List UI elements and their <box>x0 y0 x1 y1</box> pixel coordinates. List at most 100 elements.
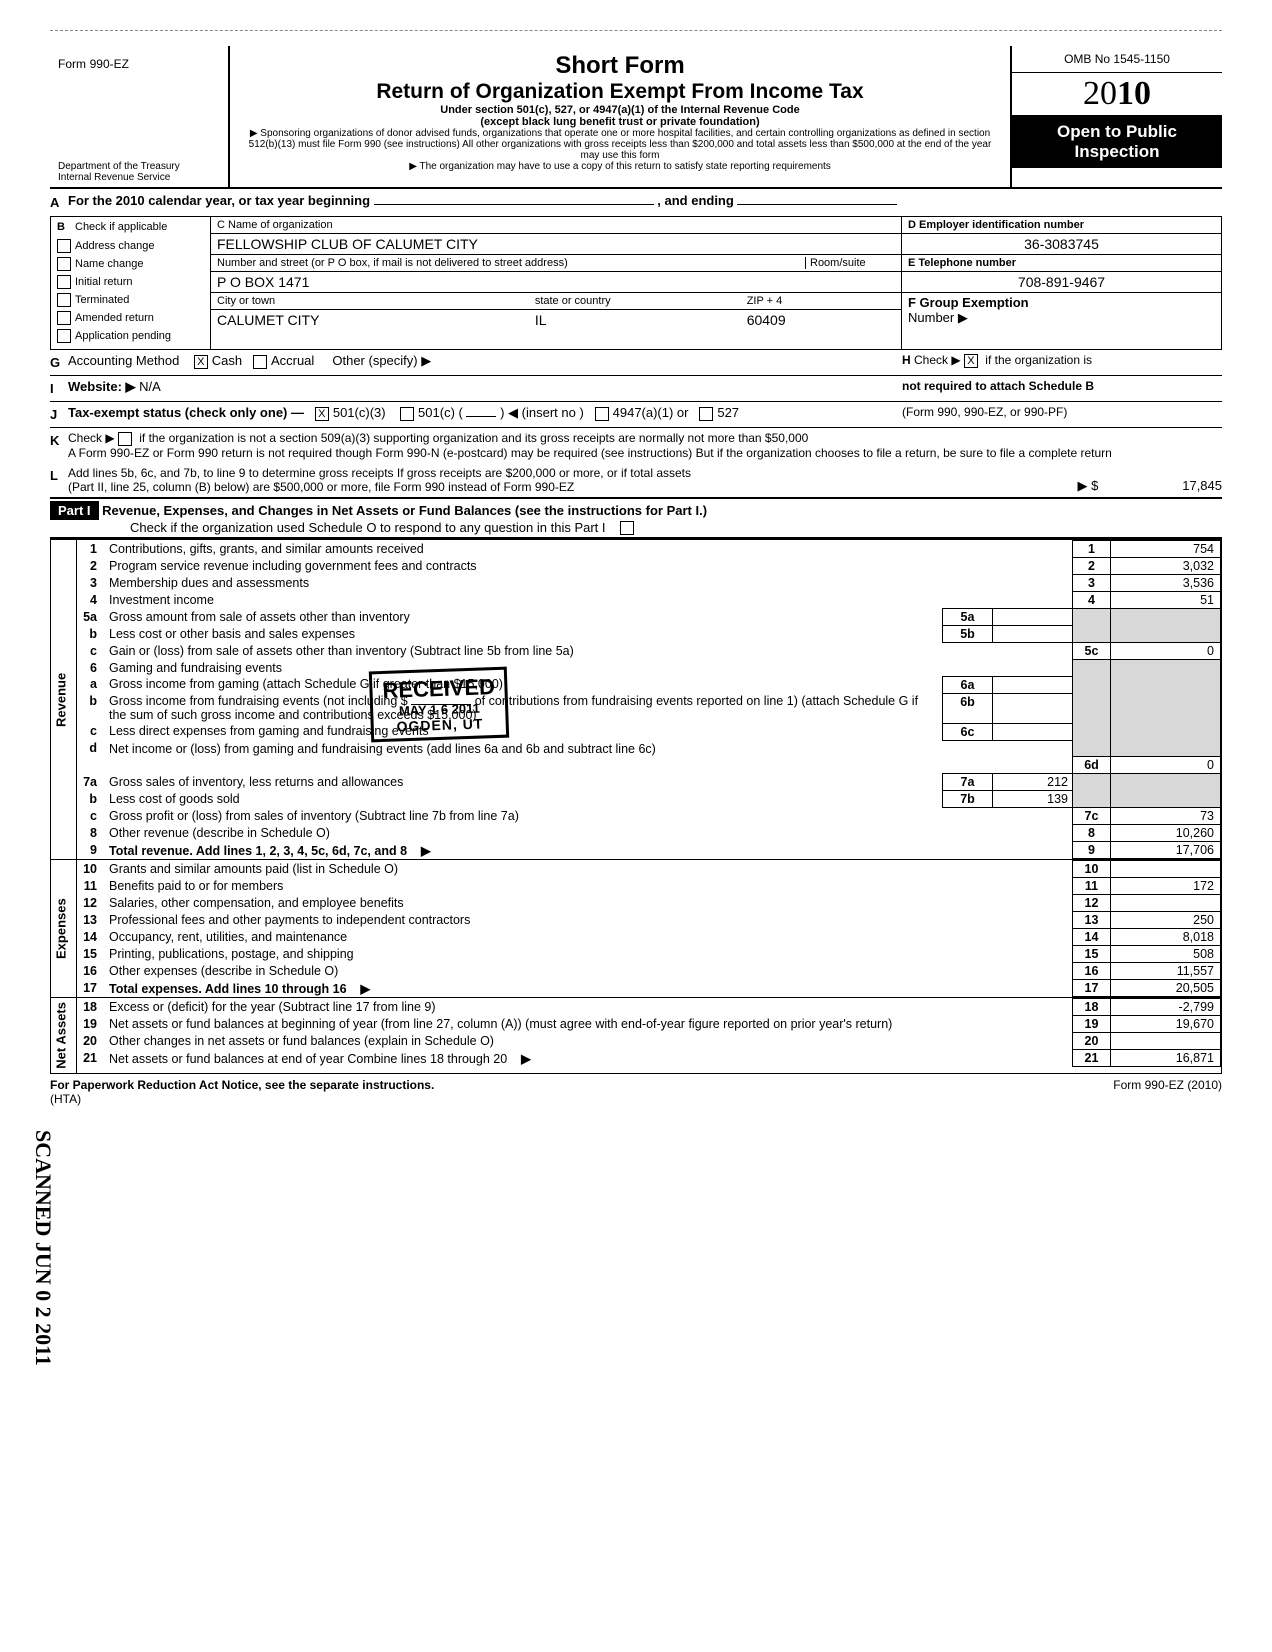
c-name-label: C Name of organization <box>211 217 901 234</box>
line-5a: Gross amount from sale of assets other t… <box>105 609 943 626</box>
cb-501c[interactable] <box>400 407 414 421</box>
501c-insert[interactable] <box>466 416 496 417</box>
line-10-amt <box>1111 861 1221 878</box>
h-text-2: if the organization is <box>985 353 1092 367</box>
cb-terminated[interactable] <box>57 293 71 307</box>
line-6b-t2: of contributions <box>475 694 560 708</box>
cb-address-change[interactable] <box>57 239 71 253</box>
g-label: Accounting Method <box>68 353 179 368</box>
line-11: Benefits paid to or for members <box>105 878 1073 895</box>
line-6d-num: 6d <box>1073 757 1111 774</box>
line-16: Other expenses (describe in Schedule O) <box>105 963 1073 980</box>
shade-7 <box>1073 774 1111 808</box>
cb-accrual[interactable] <box>253 355 267 369</box>
dept-line-1: Department of the Treasury <box>58 161 220 172</box>
lbl-initial-return: Initial return <box>75 276 132 288</box>
line-1: Contributions, gifts, grants, and simila… <box>105 541 1073 558</box>
form-number: 990-EZ <box>90 57 129 71</box>
line-3-num: 3 <box>1073 575 1111 592</box>
line-7c: Gross profit or (loss) from sales of inv… <box>105 808 1073 825</box>
year-end-field[interactable] <box>737 204 897 205</box>
financial-table-wrapper: RECEIVED MAY 1 6 2011 OGDEN, UT Revenue … <box>50 539 1222 1074</box>
footer-hta: (HTA) <box>50 1092 81 1106</box>
line-17-text: Total expenses. Add lines 10 through 16 <box>109 982 347 996</box>
line-5c-amt: 0 <box>1111 643 1221 660</box>
e-label-text: E Telephone number <box>908 257 1016 269</box>
h-check-label: Check ▶ <box>914 353 961 367</box>
row-g-h: G Accounting Method XCash Accrual Other … <box>50 350 1222 376</box>
line-15: Printing, publications, postage, and shi… <box>105 946 1073 963</box>
part1-label: Part I <box>50 501 99 520</box>
cb-pending[interactable] <box>57 329 71 343</box>
l-text: Add lines 5b, 6c, and 7b, to line 9 to d… <box>68 466 1022 494</box>
line-6b-midamt <box>993 693 1073 723</box>
line-6d: Net income or (loss) from gaming and fun… <box>105 740 1073 757</box>
line-5a-mid: 5a <box>943 609 993 626</box>
cb-cash[interactable]: X <box>194 355 208 369</box>
line-14-amt: 8,018 <box>1111 929 1221 946</box>
line-6d-amt: 0 <box>1111 757 1221 774</box>
line-13-amt: 250 <box>1111 912 1221 929</box>
header-note-2-text: The organization may have to use a copy … <box>419 161 830 172</box>
cb-k[interactable] <box>118 432 132 446</box>
header-mid: Short Form Return of Organization Exempt… <box>230 46 1012 187</box>
f-label-2: Number ▶ <box>908 310 968 325</box>
part1-header: Part I Revenue, Expenses, and Changes in… <box>50 499 1222 540</box>
j-label: Tax-exempt status (check only one) — <box>68 405 304 420</box>
line-6c-mid: 6c <box>943 723 993 740</box>
lbl-4947: 4947(a)(1) or <box>613 405 689 420</box>
line-15-amt: 508 <box>1111 946 1221 963</box>
website-value: N/A <box>139 379 161 394</box>
cb-name-change[interactable] <box>57 257 71 271</box>
room-label: Room/suite <box>805 257 895 269</box>
line-7a: Gross sales of inventory, less returns a… <box>105 774 943 791</box>
section-c-mid: C Name of organization FELLOWSHIP CLUB O… <box>211 217 901 349</box>
cb-schedule-o[interactable] <box>620 521 634 535</box>
line-7a-mid: 7a <box>943 774 993 791</box>
lbl-amended: Amended return <box>75 312 154 324</box>
header-note-1-text: Sponsoring organizations of donor advise… <box>249 128 992 161</box>
netassets-table: 18Excess or (deficit) for the year (Subt… <box>77 998 1221 1067</box>
line-7c-amt: 73 <box>1111 808 1221 825</box>
cb-501c3[interactable]: X <box>315 407 329 421</box>
cb-4947[interactable] <box>595 407 609 421</box>
row-i: I Website: ▶ N/A not required to attach … <box>50 376 1222 402</box>
lbl-501c3: 501(c)(3) <box>333 405 386 420</box>
line-6b-blank[interactable] <box>411 704 471 705</box>
city-label: City or town <box>217 295 535 307</box>
cb-h[interactable]: X <box>964 354 978 368</box>
subtitle-2: (except black lung benefit trust or priv… <box>238 116 1002 128</box>
cb-amended[interactable] <box>57 311 71 325</box>
page-footer: For Paperwork Reduction Act Notice, see … <box>50 1078 1222 1106</box>
addr-value: P O BOX 1471 <box>211 272 901 293</box>
line-11-amt: 172 <box>1111 878 1221 895</box>
footer-right: Form 990-EZ (2010) <box>1113 1078 1222 1106</box>
k-text-1: if the organization is not a section 509… <box>139 431 808 445</box>
line-6b-t1: Gross income from fundraising events (no… <box>109 694 408 708</box>
accounting-method: Accounting Method XCash Accrual Other (s… <box>68 353 902 369</box>
checkbox-initial-return: Initial return <box>57 275 204 289</box>
year-begin-field[interactable] <box>374 204 654 205</box>
zip-value: 60409 <box>747 312 895 328</box>
open-line-1: Open to Public <box>1012 122 1222 142</box>
dept-line-2: Internal Revenue Service <box>58 172 220 183</box>
line-9-num: 9 <box>1073 842 1111 859</box>
line-8-amt: 10,260 <box>1111 825 1221 842</box>
footer-left: For Paperwork Reduction Act Notice, see … <box>50 1078 434 1092</box>
cb-527[interactable] <box>699 407 713 421</box>
phone-value: 708-891-9467 <box>902 272 1221 293</box>
line-5c: Gain or (loss) from sale of assets other… <box>105 643 1073 660</box>
checkbox-terminated: Terminated <box>57 293 204 307</box>
k-text: Check ▶ if the organization is not a sec… <box>68 431 1222 460</box>
line-1-num: 1 <box>1073 541 1111 558</box>
cb-initial-return[interactable] <box>57 275 71 289</box>
line-20: Other changes in net assets or fund bala… <box>105 1033 1073 1050</box>
dept-block: Department of the Treasury Internal Reve… <box>58 161 220 183</box>
title-return: Return of Organization Exempt From Incom… <box>238 80 1002 104</box>
page-top-rule <box>50 30 1222 31</box>
line-5b: Less cost or other basis and sales expen… <box>105 626 943 643</box>
section-revenue: Revenue <box>51 540 77 860</box>
tax-year: 2010 <box>1012 73 1222 116</box>
f-label: F Group Exemption <box>908 295 1029 310</box>
line-21-text: Net assets or fund balances at end of ye… <box>109 1052 507 1066</box>
